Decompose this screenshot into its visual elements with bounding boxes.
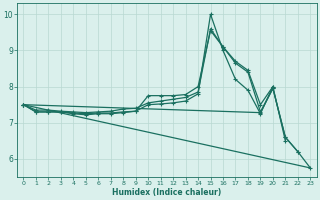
X-axis label: Humidex (Indice chaleur): Humidex (Indice chaleur) bbox=[112, 188, 221, 197]
